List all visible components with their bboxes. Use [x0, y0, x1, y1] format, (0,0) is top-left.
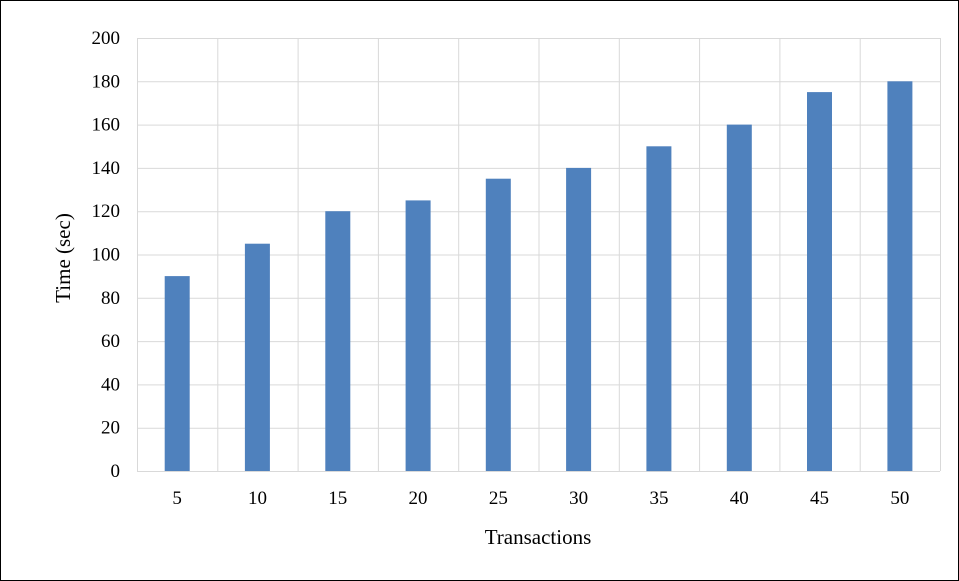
gridlines	[137, 38, 941, 472]
bar-25	[485, 178, 511, 471]
bars	[164, 81, 913, 472]
x-tick-labels: 5 10 15 20 25 30 35 40 45 50	[172, 488, 909, 509]
x-tick-label: 35	[649, 488, 668, 509]
x-tick-label: 25	[489, 488, 508, 509]
bar-10	[244, 243, 270, 471]
y-tick-label: 140	[92, 158, 121, 179]
bar-40	[726, 124, 752, 471]
x-tick-label: 30	[569, 488, 588, 509]
y-tick-label: 20	[101, 418, 120, 439]
x-tick-label: 20	[409, 488, 428, 509]
y-tick-label: 40	[101, 374, 120, 395]
y-tick-label: 0	[111, 461, 121, 482]
bar-35	[646, 146, 672, 472]
bar-50	[887, 81, 913, 472]
x-tick-label: 45	[810, 488, 829, 509]
y-tick-label: 80	[101, 288, 120, 309]
bar-5	[164, 276, 190, 471]
bar-45	[807, 92, 832, 471]
y-axis-title: Time (sec)	[51, 213, 75, 303]
x-tick-label: 10	[248, 488, 267, 509]
x-axis-title: Transactions	[485, 525, 592, 549]
bar-20	[405, 200, 431, 471]
y-tick-label: 160	[92, 115, 121, 136]
y-tick-label: 120	[92, 201, 121, 222]
y-tick-label: 200	[92, 28, 121, 49]
y-tick-labels: 0 20 40 60 80 100 120 140 160 180 200	[92, 28, 121, 482]
x-tick-label: 40	[730, 488, 749, 509]
y-tick-label: 100	[92, 245, 121, 266]
bar-30	[566, 167, 592, 471]
bar-15	[325, 211, 351, 471]
x-tick-label: 15	[328, 488, 347, 509]
y-tick-label: 180	[92, 71, 121, 92]
x-tick-label: 5	[172, 488, 182, 509]
y-tick-label: 60	[101, 331, 120, 352]
x-tick-label: 50	[890, 488, 909, 509]
